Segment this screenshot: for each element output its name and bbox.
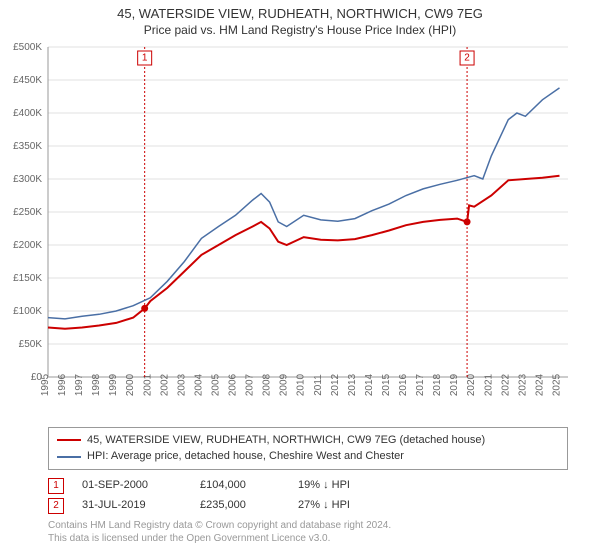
x-tick-label: 2013 <box>347 373 358 396</box>
x-tick-label: 2009 <box>279 373 290 396</box>
x-tick-label: 2012 <box>330 373 341 396</box>
y-tick-label: £150K <box>13 273 42 284</box>
x-tick-label: 2020 <box>466 373 477 396</box>
chart-svg: £0£50K£100K£150K£200K£250K£300K£350K£400… <box>0 41 600 421</box>
sale-date: 01-SEP-2000 <box>82 476 182 496</box>
x-tick-label: 1996 <box>57 373 68 396</box>
x-tick-label: 2003 <box>176 373 187 396</box>
x-tick-label: 2006 <box>228 373 239 396</box>
series-hpi <box>48 88 560 319</box>
x-tick-label: 2000 <box>125 373 136 396</box>
footer-line-2: This data is licensed under the Open Gov… <box>48 532 568 545</box>
legend: 45, WATERSIDE VIEW, RUDHEATH, NORTHWICH,… <box>48 427 568 470</box>
sale-pct: 19% ↓ HPI <box>298 476 398 496</box>
sale-pct: 27% ↓ HPI <box>298 496 398 516</box>
x-tick-label: 1995 <box>40 373 51 396</box>
footer-attribution: Contains HM Land Registry data © Crown c… <box>48 519 568 545</box>
chart-title: 45, WATERSIDE VIEW, RUDHEATH, NORTHWICH,… <box>0 0 600 23</box>
sales-table: 1 01-SEP-2000 £104,000 19% ↓ HPI 2 31-JUL-201… <box>48 476 568 516</box>
legend-swatch <box>57 456 81 458</box>
y-tick-label: £500K <box>13 42 42 53</box>
x-tick-label: 2021 <box>483 373 494 396</box>
legend-label: HPI: Average price, detached house, Ches… <box>87 448 404 465</box>
x-tick-label: 2005 <box>210 373 221 396</box>
x-tick-label: 2011 <box>313 374 324 396</box>
y-tick-label: £350K <box>13 141 42 152</box>
chart-plot: £0£50K£100K£150K£200K£250K£300K£350K£400… <box>0 41 600 421</box>
x-tick-label: 2019 <box>449 373 460 396</box>
y-tick-label: £400K <box>13 108 42 119</box>
sale-row: 1 01-SEP-2000 £104,000 19% ↓ HPI <box>48 476 568 496</box>
x-tick-label: 2001 <box>142 373 153 396</box>
y-tick-label: £50K <box>19 339 43 350</box>
legend-swatch <box>57 439 81 441</box>
sale-number-box: 2 <box>48 498 64 514</box>
x-tick-label: 2004 <box>193 373 204 396</box>
x-tick-label: 2016 <box>398 373 409 396</box>
x-tick-label: 2015 <box>381 373 392 396</box>
footer-line-1: Contains HM Land Registry data © Crown c… <box>48 519 568 532</box>
x-tick-label: 2023 <box>517 373 528 396</box>
sale-price: £104,000 <box>200 476 280 496</box>
legend-row: HPI: Average price, detached house, Ches… <box>57 448 559 465</box>
y-tick-label: £200K <box>13 240 42 251</box>
y-tick-label: £450K <box>13 75 42 86</box>
x-tick-label: 1999 <box>108 373 119 396</box>
series-property <box>48 176 560 329</box>
sale-date: 31-JUL-2019 <box>82 496 182 516</box>
sale-marker-number: 1 <box>142 52 148 63</box>
legend-label: 45, WATERSIDE VIEW, RUDHEATH, NORTHWICH,… <box>87 432 485 449</box>
x-tick-label: 2024 <box>534 373 545 396</box>
x-tick-label: 2022 <box>500 373 511 396</box>
x-tick-label: 2025 <box>551 373 562 396</box>
x-tick-label: 1997 <box>74 373 85 396</box>
x-tick-label: 2007 <box>245 373 256 396</box>
sale-row: 2 31-JUL-2019 £235,000 27% ↓ HPI <box>48 496 568 516</box>
y-tick-label: £250K <box>13 207 42 218</box>
x-tick-label: 2017 <box>415 373 426 396</box>
sale-number-box: 1 <box>48 478 64 494</box>
x-tick-label: 1998 <box>91 373 102 396</box>
x-tick-label: 2002 <box>159 373 170 396</box>
x-tick-label: 2014 <box>364 373 375 396</box>
y-tick-label: £100K <box>13 306 42 317</box>
chart-subtitle: Price paid vs. HM Land Registry's House … <box>0 23 600 41</box>
x-tick-label: 2018 <box>432 373 443 396</box>
x-tick-label: 2008 <box>262 373 273 396</box>
y-tick-label: £300K <box>13 174 42 185</box>
sale-marker-number: 2 <box>464 52 470 63</box>
legend-row: 45, WATERSIDE VIEW, RUDHEATH, NORTHWICH,… <box>57 432 559 449</box>
x-tick-label: 2010 <box>296 373 307 396</box>
sale-price: £235,000 <box>200 496 280 516</box>
